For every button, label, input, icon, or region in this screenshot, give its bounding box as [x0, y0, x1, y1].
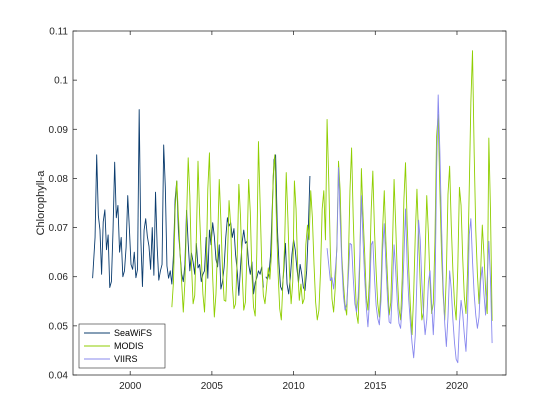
- x-tick-label: 2020: [446, 381, 469, 392]
- series-line-modis-2: [171, 50, 493, 336]
- legend-label-viirs: VIIRS: [114, 354, 138, 364]
- plot-frame: [72, 30, 507, 376]
- x-tick-label: 2010: [282, 381, 305, 392]
- y-tick-label: 0.05: [49, 321, 69, 332]
- y-tick-label: 0.07: [49, 223, 69, 234]
- y-axis-label: Chlorophyll-a: [35, 170, 47, 236]
- x-tick-label: 2005: [201, 381, 224, 392]
- ticks-layer: 2000 2005 2010 2015 2020 0.04 0.05 0.06 0.07 0.08…: [49, 27, 506, 392]
- y-tick-label: 0.1: [54, 76, 68, 87]
- y-tick-label: 0.11: [49, 27, 68, 38]
- series-line-viirs-3: [326, 94, 493, 364]
- y-tick-label: 0.06: [49, 272, 69, 283]
- y-tick-label: 0.08: [49, 174, 69, 185]
- series-layer: [92, 50, 493, 364]
- x-tick-label: 2000: [119, 381, 142, 392]
- legend-label-seawifs: SeaWiFS: [114, 328, 152, 338]
- legend-label-modis: MODIS: [114, 341, 144, 351]
- y-tick-label: 0.09: [49, 125, 69, 136]
- y-tick-label: 0.04: [49, 371, 69, 382]
- x-tick-label: 2015: [364, 381, 387, 392]
- series-line-seawifs-0: [92, 109, 264, 296]
- legend: SeaWiFS MODIS VIIRS: [78, 323, 166, 369]
